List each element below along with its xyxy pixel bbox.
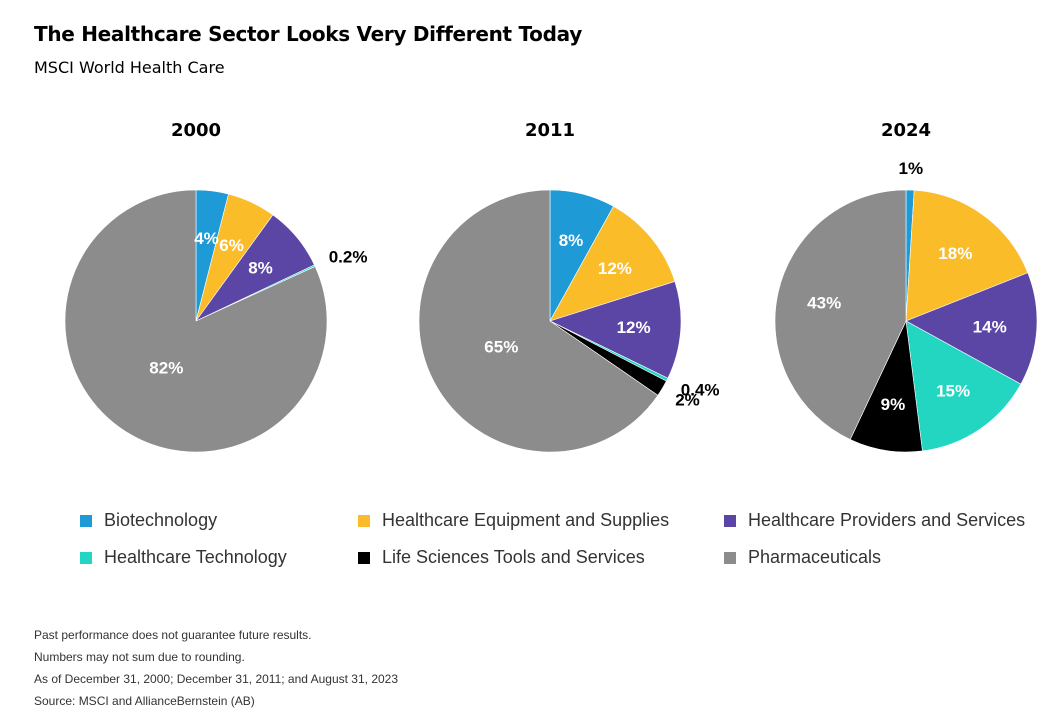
pie-slice-label: 14% [973, 317, 1007, 336]
legend-item: Life Sciences Tools and Services [358, 547, 645, 568]
pie-slice-label: 18% [938, 244, 972, 263]
pie-slice-label: 12% [598, 259, 632, 278]
pie-slice [905, 320, 1022, 452]
pie-slice-label: 65% [484, 338, 518, 357]
legend-label: Healthcare Equipment and Supplies [382, 510, 670, 530]
chart-subtitle: MSCI World Health Care [34, 58, 225, 77]
legend-item: Healthcare Providers and Services [724, 510, 1025, 531]
pie-slice-label: 4% [194, 229, 219, 248]
pie-slice-label: 15% [936, 381, 970, 400]
legend-swatch [80, 514, 92, 527]
footnote: Source: MSCI and AllianceBernstein (AB) [34, 694, 255, 708]
pie-2011: 2011 8% 12% 12% 0.4%2% 65% [418, 120, 720, 453]
legend-item: Pharmaceuticals [724, 547, 881, 568]
pie-slice-label: 1% [899, 159, 924, 178]
pie-slice-label: 6% [219, 236, 244, 255]
pie-2000: 2000 4% 6%8% 0.2% 82% [64, 120, 368, 453]
legend-swatch [358, 514, 370, 527]
pie-slice [549, 281, 682, 379]
pie-slice-label: 12% [617, 318, 651, 337]
pie-slice-label: 0.4% [681, 381, 720, 400]
pie-year-label: 2000 [171, 120, 221, 141]
footnotes: Past performance does not guarantee futu… [34, 624, 398, 712]
pie-slice-label: 43% [807, 294, 841, 313]
pie-year-label: 2024 [881, 120, 931, 141]
pie-slice [64, 189, 328, 453]
pie-slice-label: 8% [559, 231, 584, 250]
legend-item: Biotechnology [80, 510, 217, 531]
legend-label: Biotechnology [104, 510, 218, 530]
pie-slice-label: 8% [248, 258, 273, 277]
footnote: Past performance does not guarantee futu… [34, 628, 312, 642]
footnote: As of December 31, 2000; December 31, 20… [34, 672, 399, 686]
pie-slice-label: 9% [881, 395, 906, 414]
pie-slice [905, 189, 1029, 322]
legend-item: Healthcare Equipment and Supplies [358, 510, 669, 531]
legend-swatch [724, 551, 736, 564]
footnote: Numbers may not sum due to rounding. [34, 650, 245, 664]
pie-slice [905, 272, 1038, 385]
pie-slice-label: 2% [675, 391, 700, 410]
pie-slice [549, 205, 676, 322]
legend-swatch [80, 551, 92, 564]
legend-item: Healthcare Technology [80, 547, 287, 568]
pie-slice-label: 82% [149, 358, 183, 377]
legend-swatch [724, 514, 736, 527]
legend-label: Healthcare Technology [104, 547, 287, 567]
pie-slice-label: 0.2% [329, 247, 368, 266]
legend-swatch [358, 551, 370, 564]
chart-title: The Healthcare Sector Looks Very Differe… [34, 22, 582, 46]
pie-slice [774, 189, 907, 440]
legend-label: Pharmaceuticals [748, 547, 882, 567]
legend-label: Life Sciences Tools and Services [382, 547, 645, 567]
legend-label: Healthcare Providers and Services [748, 510, 1026, 530]
pie-slice [418, 189, 659, 453]
pie-year-label: 2011 [525, 120, 575, 141]
pie-2024: 2024 1% 18% 14% 15% 9% 43% [774, 120, 1038, 453]
